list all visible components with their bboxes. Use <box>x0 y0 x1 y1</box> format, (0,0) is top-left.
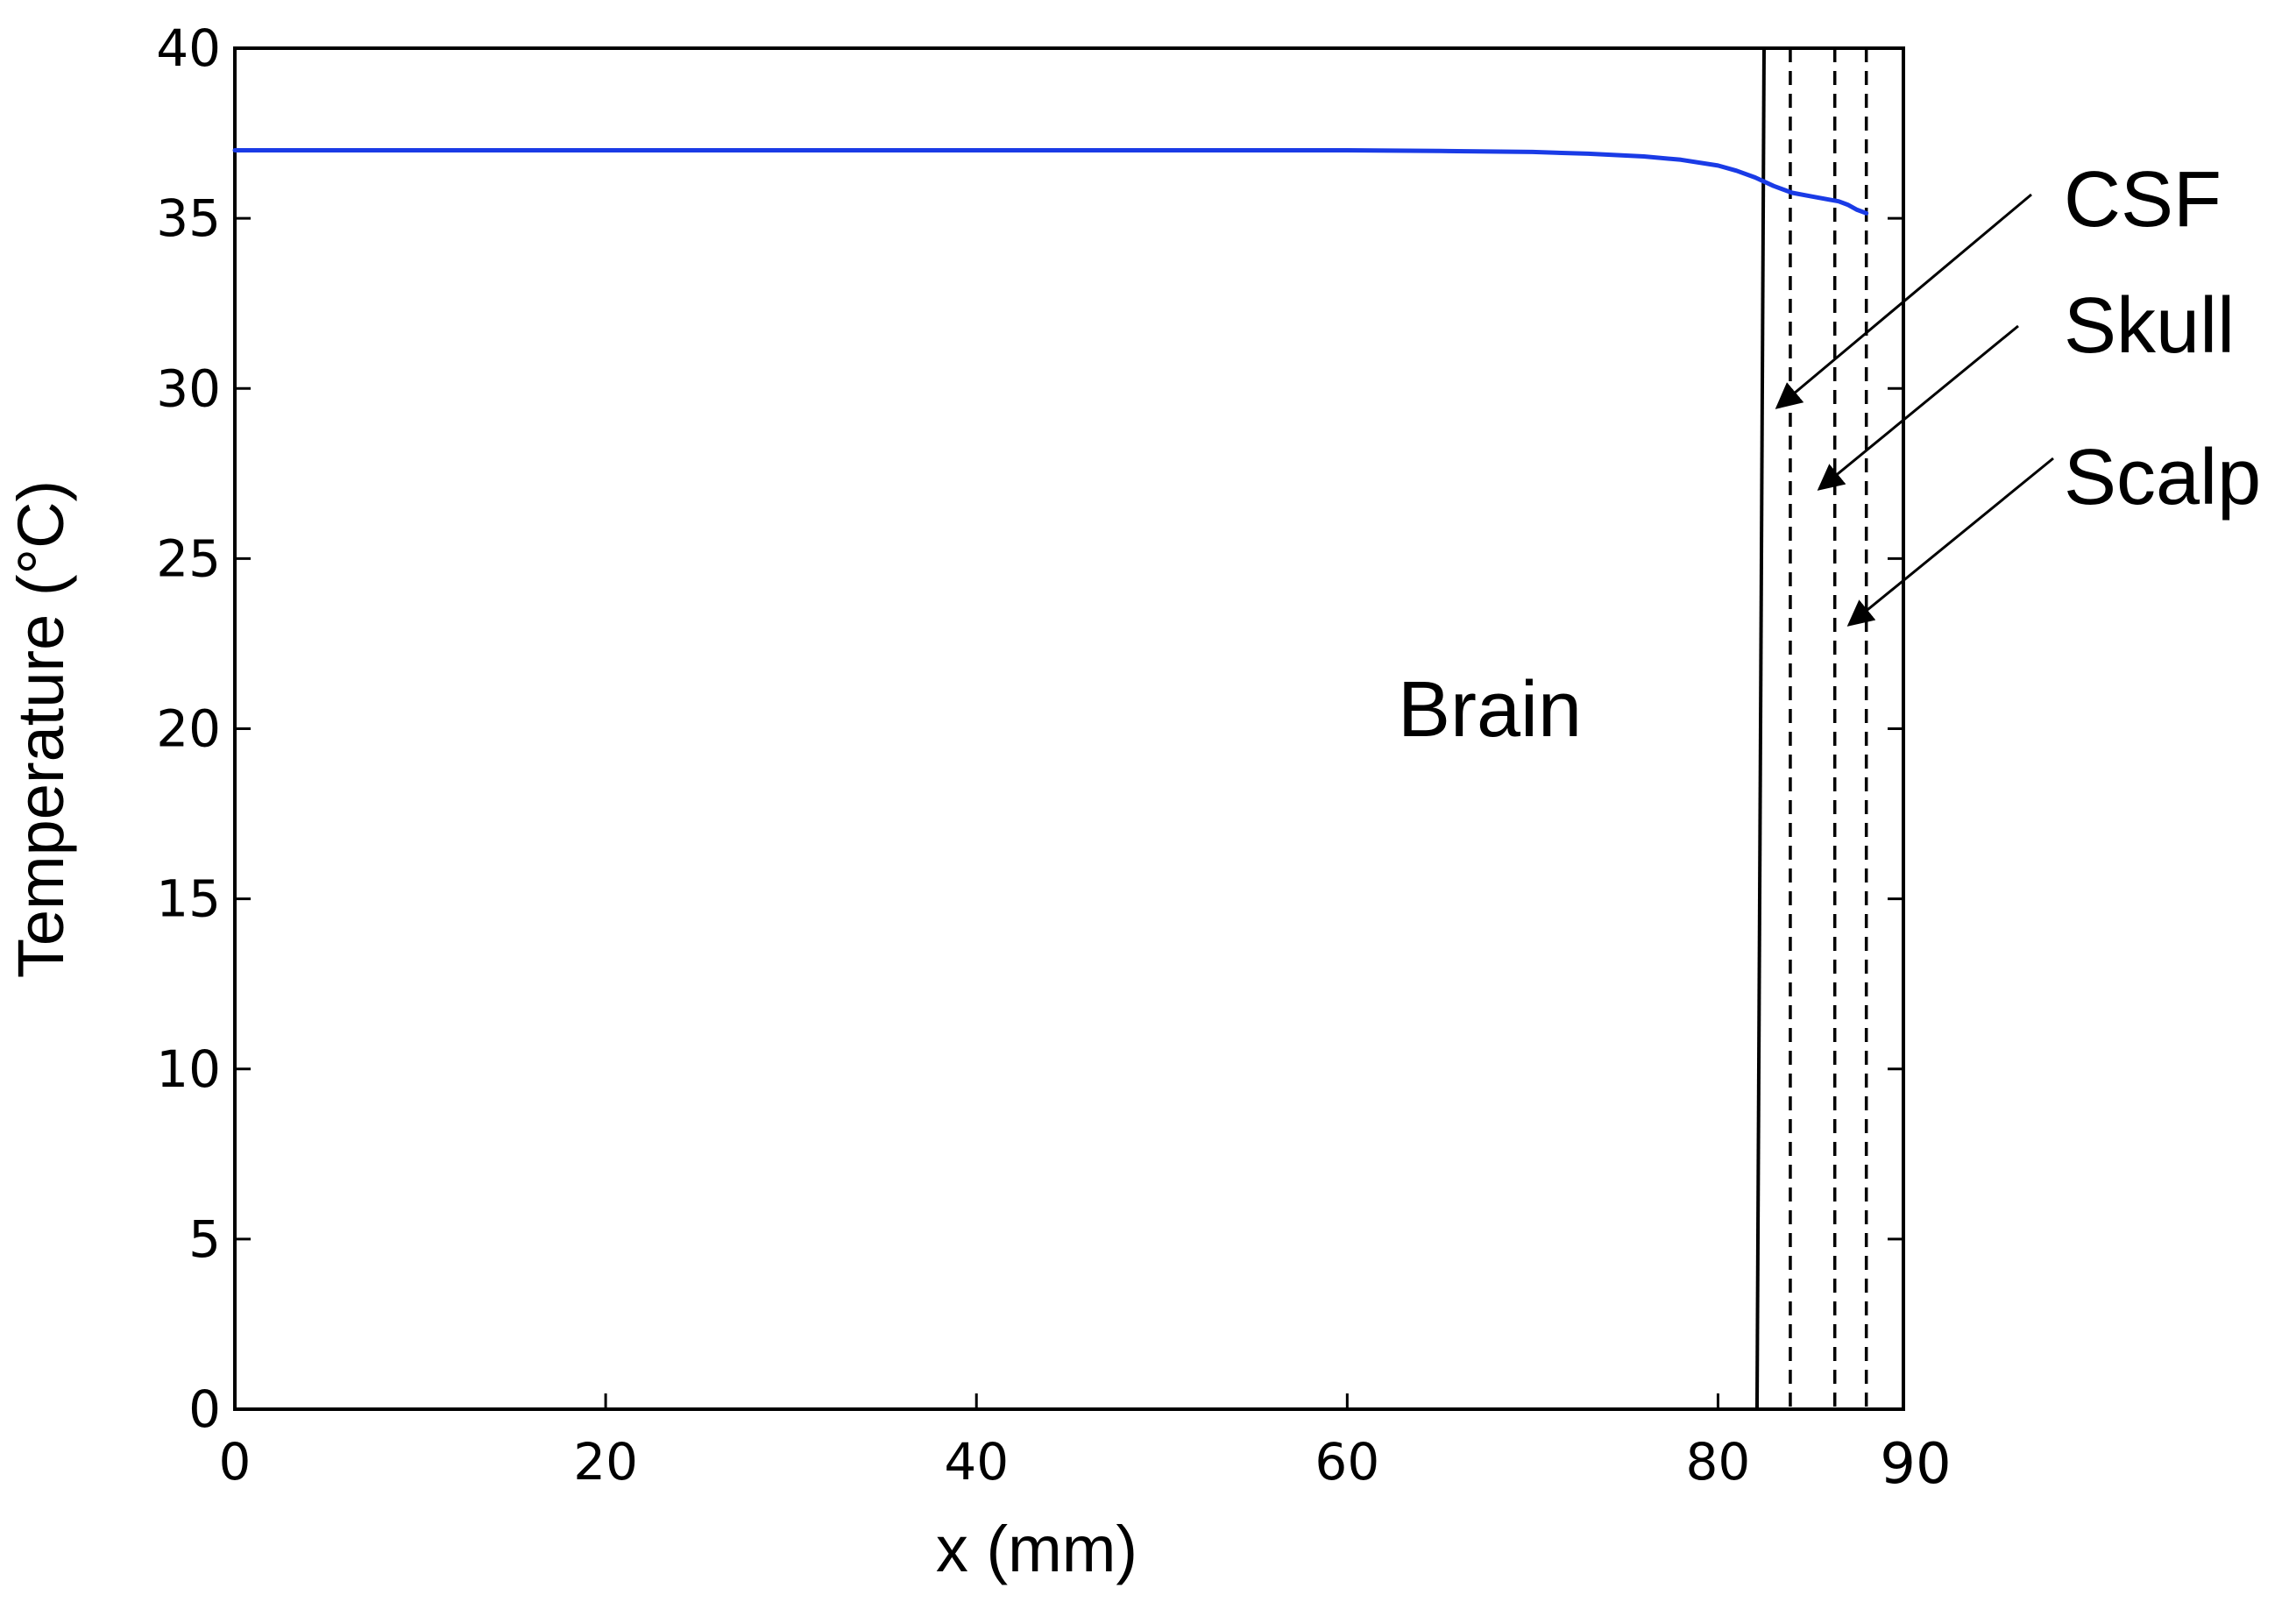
x-tick-label: 20 <box>573 1432 638 1492</box>
y-tick-label: 25 <box>156 528 221 588</box>
y-tick-label: 35 <box>156 188 221 248</box>
annotation-scalp: Scalp <box>2064 434 2261 521</box>
boundary-line-solid <box>1754 47 1766 1410</box>
x-axis: 0 20 40 60 80 90 <box>219 1393 1952 1497</box>
y-tick-label: 20 <box>156 699 221 759</box>
y-tick-label: 0 <box>188 1379 221 1439</box>
temperature-line <box>232 148 1869 216</box>
annotation-brain: Brain <box>1398 666 1582 754</box>
x-tick-label: 40 <box>944 1432 1009 1492</box>
y-tick-label: 40 <box>156 18 221 78</box>
arrow-skull <box>1817 324 2019 491</box>
y-tick-label: 15 <box>156 869 221 929</box>
annotation-skull: Skull <box>2064 282 2235 370</box>
data-series <box>232 148 1869 216</box>
x-axis-label: x (mm) <box>936 1513 1137 1585</box>
y-tick-label: 5 <box>188 1209 221 1269</box>
x-tick-label: 80 <box>1686 1432 1751 1492</box>
y-axis: 0 5 10 15 20 25 30 35 40 <box>156 18 1903 1439</box>
x-tick-label: 90 <box>1880 1432 1951 1497</box>
y-axis-label: Temperature (°C) <box>4 480 77 978</box>
arrow-csf <box>1775 193 2032 409</box>
annotation-csf: CSF <box>2064 156 2222 244</box>
x-tick-label: 60 <box>1315 1432 1379 1492</box>
plot-frame <box>233 46 1905 1411</box>
x-tick-label: 0 <box>219 1432 252 1492</box>
y-tick-label: 10 <box>156 1039 221 1099</box>
arrow-scalp <box>1846 457 2054 627</box>
y-tick-label: 30 <box>156 358 221 418</box>
layer-boundaries <box>1754 47 1868 1410</box>
